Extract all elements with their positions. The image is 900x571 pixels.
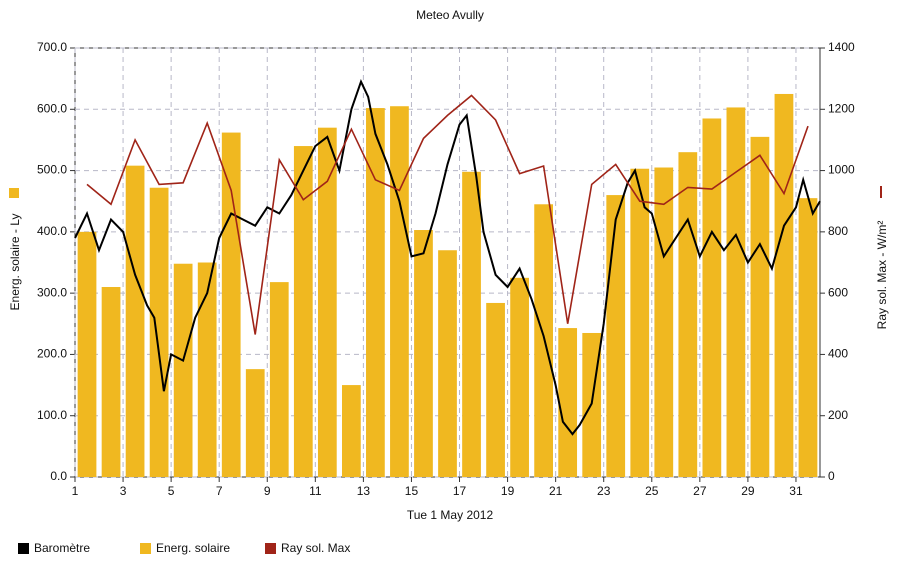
bar: [317, 127, 337, 478]
x-tick-label: 31: [789, 484, 803, 498]
y2-tick-label: 0: [828, 469, 835, 483]
bar: [197, 262, 217, 477]
bar: [414, 230, 433, 477]
legend-swatch: [140, 543, 151, 554]
y-tick-label: 100.0: [37, 408, 67, 422]
line: [74, 79, 821, 436]
y-axis-label: Energ. solaire - Ly: [8, 214, 22, 311]
x-axis-label: Tue 1 May 2012: [407, 508, 494, 522]
bar: [125, 165, 145, 477]
x-tick-label: 13: [357, 484, 371, 498]
x-tick-label: 29: [741, 484, 755, 498]
legend-label: Baromètre: [34, 541, 90, 555]
bar: [221, 132, 241, 477]
y-tick-label: 500.0: [37, 163, 67, 177]
bar: [750, 136, 770, 477]
bar: [702, 118, 722, 477]
bar: [101, 287, 121, 477]
x-tick-label: 21: [549, 484, 563, 498]
y-tick-label: 0.0: [50, 469, 67, 483]
bar: [606, 195, 626, 478]
bar: [774, 93, 794, 477]
y2-tick-label: 400: [828, 347, 848, 361]
bar: [341, 385, 361, 477]
x-tick-label: 23: [597, 484, 611, 498]
bar: [558, 328, 578, 477]
bar: [438, 250, 457, 477]
bar: [366, 108, 385, 477]
bar: [293, 146, 313, 478]
bar: [798, 198, 818, 477]
bar: [245, 369, 265, 477]
y2-tick-label: 1200: [828, 101, 855, 115]
x-tick-label: 25: [645, 484, 659, 498]
bar: [462, 171, 481, 477]
y-axis-legend-swatch: [9, 188, 19, 198]
y2-tick-label: 1400: [828, 40, 855, 54]
x-tick-label: 19: [501, 484, 515, 498]
bar: [149, 187, 169, 477]
bar: [510, 277, 529, 477]
bar: [630, 168, 650, 478]
x-tick-label: 9: [264, 484, 271, 498]
y-tick-label: 600.0: [37, 101, 67, 115]
y-tick-label: 200.0: [37, 347, 67, 361]
bar: [269, 282, 289, 477]
y2-tick-label: 200: [828, 408, 848, 422]
x-tick-label: 27: [693, 484, 707, 498]
bar: [726, 107, 746, 477]
y2-tick-label: 1000: [828, 163, 855, 177]
y-tick-label: 300.0: [37, 285, 67, 299]
bar: [654, 167, 674, 477]
y2-axis-label: Ray sol. Max - W/m²: [875, 221, 889, 330]
bar: [678, 152, 698, 477]
x-tick-label: 3: [120, 484, 127, 498]
x-tick-label: 5: [168, 484, 175, 498]
bar: [486, 302, 505, 477]
x-tick-label: 1: [72, 484, 79, 498]
legend-swatch: [18, 543, 29, 554]
y-tick-label: 700.0: [37, 40, 67, 54]
bar: [390, 106, 409, 477]
x-tick-label: 7: [216, 484, 223, 498]
line: [86, 94, 809, 335]
bar: [173, 263, 193, 477]
x-tick-label: 15: [405, 484, 419, 498]
legend-label: Ray sol. Max: [281, 541, 350, 555]
x-tick-label: 11: [309, 484, 322, 498]
y2-tick-label: 800: [828, 224, 848, 238]
bar: [77, 231, 97, 477]
legend-swatch: [265, 543, 276, 554]
y-tick-label: 400.0: [37, 224, 67, 238]
chart-title: Meteo Avully: [416, 8, 484, 22]
x-tick-label: 17: [453, 484, 467, 498]
bar: [534, 204, 554, 477]
legend-label: Energ. solaire: [156, 541, 230, 555]
y2-tick-label: 600: [828, 285, 848, 299]
